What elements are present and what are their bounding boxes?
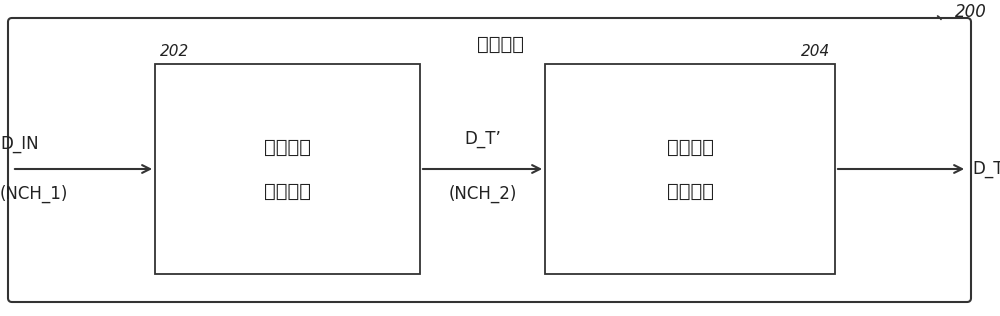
Text: 混编电路: 混编电路: [264, 181, 311, 200]
FancyBboxPatch shape: [8, 18, 971, 302]
Text: 200: 200: [955, 3, 987, 21]
Text: 颜色信道: 颜色信道: [264, 137, 311, 156]
Bar: [155, 64, 420, 274]
Text: 预处理器: 预处理器: [477, 34, 524, 53]
Text: (NCH_1): (NCH_1): [0, 185, 68, 203]
Text: D_T’: D_T’: [464, 130, 501, 148]
Text: 204: 204: [801, 45, 830, 59]
Text: 转换电路: 转换电路: [666, 181, 714, 200]
Text: 202: 202: [160, 45, 189, 59]
Text: D_T: D_T: [972, 160, 1000, 178]
Text: 颜色格式: 颜色格式: [666, 137, 714, 156]
Text: D_IN: D_IN: [0, 135, 39, 153]
Bar: [545, 64, 835, 274]
Text: (NCH_2): (NCH_2): [448, 185, 517, 203]
